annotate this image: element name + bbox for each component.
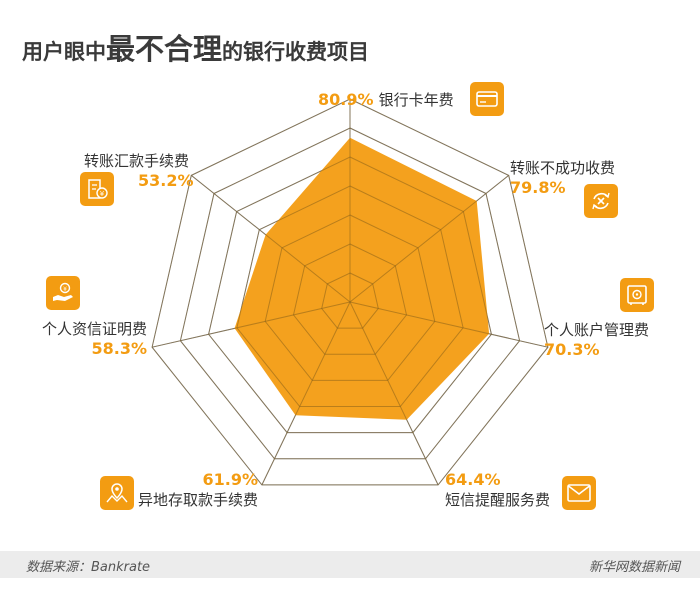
title-part1: 用户眼中 xyxy=(22,40,106,64)
source-text: 数据来源：Bankrate xyxy=(26,560,151,575)
spoke-3-overlay xyxy=(349,301,439,486)
grid-ring-5-overlay xyxy=(208,156,492,434)
axis-label-2: 个人账户管理费 xyxy=(544,321,650,339)
spoke-6-overlay xyxy=(190,175,351,303)
svg-text:¥: ¥ xyxy=(100,190,105,198)
grid-ring-2-overlay xyxy=(292,243,408,355)
credit-card-icon xyxy=(470,82,504,116)
label-axis-5: 个人资信证明费 58.3% xyxy=(42,318,147,358)
axis-label-0: 银行卡年费 xyxy=(378,91,454,109)
axis-label-3: 短信提醒服务费 xyxy=(445,491,551,509)
label-axis-3: 64.4% 短信提醒服务费 xyxy=(445,470,550,510)
footer-bar: 数据来源：Bankrate 新华网数据新闻 xyxy=(0,551,700,578)
grid-ring-4-overlay xyxy=(236,185,464,407)
value-label-2: 70.3% xyxy=(544,340,600,359)
grid-ring-7 xyxy=(151,98,549,486)
axis-label-4: 异地存取款手续费 xyxy=(138,491,259,509)
radar-grid-overlay xyxy=(151,98,549,486)
label-axis-1: 转账不成功收费 79.8% xyxy=(510,157,615,197)
label-axis-0: 80.9% 银行卡年费 xyxy=(318,89,454,110)
value-label-5: 58.3% xyxy=(91,339,148,358)
grid-ring-7-overlay xyxy=(151,98,549,486)
brand-text: 新华网数据新闻 xyxy=(588,560,680,575)
label-axis-2: 个人账户管理费 70.3% xyxy=(544,319,649,359)
axis-label-1: 转账不成功收费 xyxy=(510,159,616,177)
title-part3: 的银行收费项目 xyxy=(222,40,370,64)
transfer-failed-icon xyxy=(584,184,618,218)
grid-ring-6-overlay xyxy=(179,127,521,460)
spoke-5-overlay xyxy=(151,301,351,348)
radar-data-area xyxy=(234,137,490,420)
grid-ring-3-overlay xyxy=(264,214,436,381)
label-axis-4: 61.9% 异地存取款手续费 xyxy=(138,470,258,510)
title-part2: 最不合理 xyxy=(106,32,223,66)
spoke-1-overlay xyxy=(349,175,510,303)
spoke-4-overlay xyxy=(261,301,351,486)
map-location-icon xyxy=(100,476,134,510)
radar-spokes-overlay xyxy=(151,99,549,486)
value-label-3: 64.4% xyxy=(445,470,501,489)
svg-text:¥: ¥ xyxy=(63,286,67,293)
value-label-1: 79.8% xyxy=(510,178,566,197)
axis-label-6: 转账汇款手续费 xyxy=(84,152,190,170)
value-label-4: 61.9% xyxy=(202,470,259,489)
spoke-2-overlay xyxy=(349,301,549,348)
label-axis-6: 转账汇款手续费 53.2% xyxy=(84,150,194,190)
chart-title: 用户眼中最不合理的银行收费项目 xyxy=(22,26,369,68)
safe-icon xyxy=(620,278,654,312)
money-hand-icon: ¥ xyxy=(46,276,80,310)
axis-label-5: 个人资信证明费 xyxy=(42,320,148,338)
value-label-6: 53.2% xyxy=(138,171,194,190)
grid-ring-1-overlay xyxy=(321,272,379,329)
value-label-0: 80.9% xyxy=(318,90,374,109)
grid-ring-6 xyxy=(179,127,521,460)
invoice-icon: ¥ xyxy=(80,172,114,206)
envelope-icon xyxy=(562,476,596,510)
